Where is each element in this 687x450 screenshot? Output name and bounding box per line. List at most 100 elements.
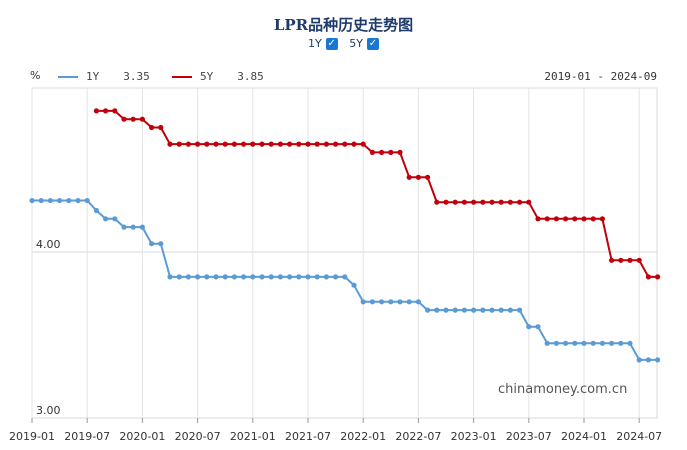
data-point (305, 274, 311, 280)
data-point (480, 307, 486, 313)
data-point (139, 116, 145, 122)
data-point (277, 274, 283, 280)
data-point (121, 116, 127, 122)
data-point (498, 307, 504, 313)
toggle-5y[interactable]: 5Y ✓ (349, 37, 379, 50)
data-point (149, 241, 155, 247)
x-tick-label: 2020-07 (175, 430, 221, 443)
data-point (406, 299, 412, 305)
data-point (388, 299, 394, 305)
data-point (75, 197, 81, 204)
data-point (84, 197, 90, 204)
data-point (434, 199, 440, 205)
data-point (581, 216, 587, 222)
legend-line-icon (172, 75, 192, 78)
legend-item-1y[interactable]: 1Y 3.35 (58, 70, 150, 83)
watermark: chinamoney.com.cn (498, 382, 627, 397)
data-point (425, 174, 431, 180)
data-point (480, 199, 486, 205)
data-point (213, 141, 219, 147)
data-point (553, 340, 560, 346)
data-point (277, 141, 283, 147)
data-point (296, 141, 302, 147)
data-point (425, 307, 431, 313)
data-point (572, 340, 578, 346)
data-point (498, 199, 504, 205)
data-point (93, 108, 99, 114)
data-point (305, 141, 311, 147)
data-point (259, 141, 265, 147)
data-point (590, 216, 596, 222)
data-point (544, 216, 550, 222)
checkbox-checked-icon[interactable]: ✓ (325, 37, 338, 50)
data-point (333, 274, 339, 280)
data-point (314, 274, 320, 280)
data-point (507, 307, 513, 313)
data-point (112, 108, 118, 114)
legend-item-5y[interactable]: 5Y 3.85 (172, 70, 264, 83)
x-tick-label: 2023-07 (506, 430, 552, 443)
data-point (158, 241, 164, 247)
data-point (103, 216, 109, 222)
data-point (609, 340, 615, 346)
data-point (627, 257, 633, 263)
data-point (121, 224, 127, 230)
data-point (176, 141, 182, 147)
data-point (618, 340, 624, 346)
data-point (388, 149, 394, 155)
data-point (379, 149, 385, 155)
data-point (517, 307, 523, 313)
data-point (535, 216, 541, 222)
data-point (204, 141, 210, 147)
data-point (517, 199, 523, 205)
data-point (185, 141, 191, 147)
chart-grid (31, 87, 658, 419)
data-point (57, 197, 63, 204)
data-point (213, 274, 219, 280)
data-point (471, 307, 477, 313)
data-point (268, 274, 274, 280)
data-point (415, 174, 421, 180)
legend-line-icon (58, 75, 78, 78)
data-point (176, 274, 182, 280)
data-point (112, 216, 118, 222)
data-point (250, 141, 256, 147)
checkbox-checked-icon[interactable]: ✓ (366, 37, 379, 50)
data-point (360, 299, 366, 305)
data-point (627, 340, 633, 346)
legend-name: 1Y (86, 70, 100, 83)
data-point (379, 299, 385, 305)
data-point (323, 274, 329, 280)
data-point (241, 141, 247, 147)
data-point (66, 197, 72, 204)
data-point (167, 141, 173, 147)
data-point (397, 149, 403, 155)
data-point (158, 124, 164, 131)
data-point (38, 197, 44, 204)
data-point (599, 340, 606, 346)
data-point (507, 199, 513, 205)
data-point (397, 299, 403, 305)
data-point (195, 141, 201, 147)
data-point (342, 274, 348, 280)
data-point (443, 307, 449, 313)
data-point (369, 149, 375, 155)
toggle-1y[interactable]: 1Y ✓ (308, 37, 338, 50)
data-point (452, 307, 458, 313)
data-point (572, 216, 578, 222)
legend-value: 3.35 (123, 70, 150, 83)
data-point (452, 199, 458, 205)
series-toggles: 1Y ✓ 5Y ✓ (0, 37, 687, 50)
data-point (618, 257, 624, 263)
y-tick-label: 3.00 (36, 404, 61, 417)
data-point (609, 257, 615, 263)
data-point (222, 141, 228, 147)
toggle-5y-label: 5Y (349, 37, 363, 50)
data-point (93, 207, 99, 214)
series-1y (29, 197, 661, 363)
data-point (553, 216, 560, 222)
data-point (406, 174, 412, 180)
data-point (342, 141, 348, 147)
data-point (544, 340, 550, 346)
data-point (461, 199, 467, 205)
